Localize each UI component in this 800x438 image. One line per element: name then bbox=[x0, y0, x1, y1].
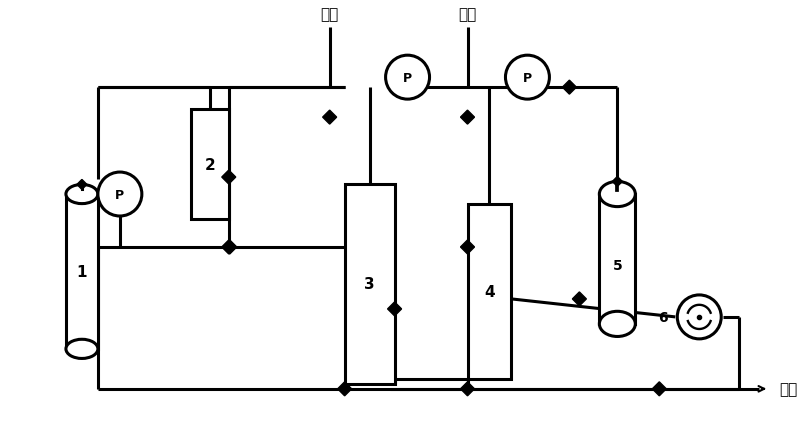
Polygon shape bbox=[562, 81, 576, 95]
Text: 5: 5 bbox=[613, 259, 622, 273]
Polygon shape bbox=[387, 302, 402, 316]
Polygon shape bbox=[338, 382, 352, 396]
Polygon shape bbox=[77, 180, 87, 190]
Circle shape bbox=[678, 295, 722, 339]
Text: 2: 2 bbox=[205, 157, 215, 172]
Text: 放空: 放空 bbox=[321, 7, 338, 22]
Circle shape bbox=[506, 56, 550, 100]
Text: 放空: 放空 bbox=[779, 381, 798, 396]
Polygon shape bbox=[222, 240, 237, 254]
Polygon shape bbox=[222, 240, 236, 254]
Polygon shape bbox=[612, 177, 622, 187]
Bar bbox=[190, 110, 229, 219]
Circle shape bbox=[386, 56, 430, 100]
Bar bbox=[467, 205, 511, 379]
Text: P: P bbox=[523, 71, 532, 85]
Bar bbox=[599, 194, 635, 324]
Text: P: P bbox=[403, 71, 412, 85]
Text: 3: 3 bbox=[364, 277, 375, 292]
Circle shape bbox=[98, 173, 142, 216]
Text: 放空: 放空 bbox=[458, 7, 477, 22]
Polygon shape bbox=[461, 240, 474, 254]
Bar bbox=[345, 184, 394, 384]
Ellipse shape bbox=[66, 185, 98, 204]
Ellipse shape bbox=[66, 339, 98, 359]
Bar bbox=[66, 194, 98, 349]
Ellipse shape bbox=[599, 182, 635, 207]
Polygon shape bbox=[461, 111, 474, 125]
Text: 6: 6 bbox=[658, 310, 668, 324]
Text: 1: 1 bbox=[77, 265, 87, 279]
Polygon shape bbox=[322, 111, 337, 125]
Ellipse shape bbox=[599, 311, 635, 337]
Text: 4: 4 bbox=[484, 284, 494, 299]
Polygon shape bbox=[222, 171, 236, 184]
Polygon shape bbox=[652, 382, 666, 396]
Text: P: P bbox=[115, 188, 125, 201]
Polygon shape bbox=[461, 382, 474, 396]
Polygon shape bbox=[572, 292, 586, 306]
